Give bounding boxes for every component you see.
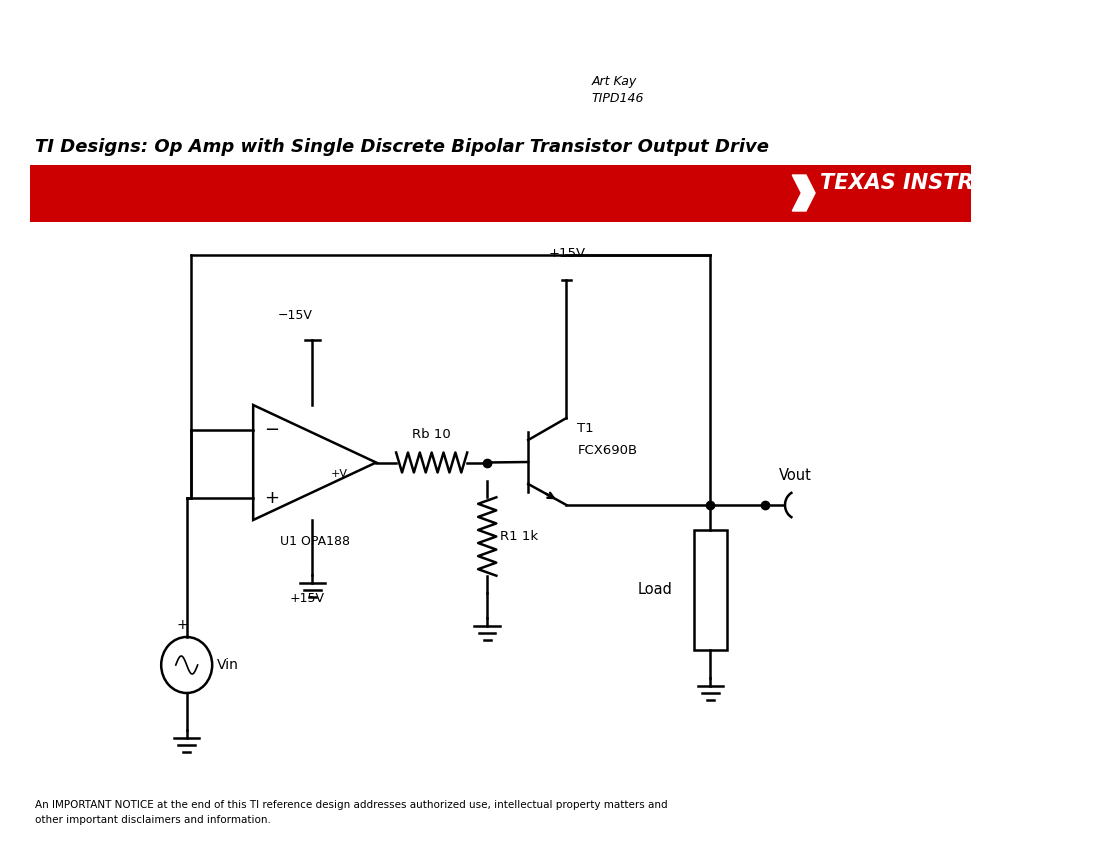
- Text: TIPD146: TIPD146: [592, 92, 644, 105]
- Text: FCX690B: FCX690B: [577, 443, 637, 457]
- Text: Rb 10: Rb 10: [412, 428, 451, 441]
- Bar: [30, 165, 970, 222]
- Text: Vout: Vout: [778, 468, 811, 483]
- Text: +15V: +15V: [548, 247, 586, 260]
- Text: −15V: −15V: [278, 309, 312, 322]
- Text: TEXAS INSTRUMENTS: TEXAS INSTRUMENTS: [820, 173, 1072, 193]
- Text: +V: +V: [331, 469, 347, 479]
- Text: Load: Load: [637, 582, 673, 598]
- Text: Vin: Vin: [217, 658, 238, 672]
- Text: other important disclaimers and information.: other important disclaimers and informat…: [34, 815, 270, 825]
- Text: −: −: [264, 421, 279, 439]
- Text: +: +: [176, 618, 188, 632]
- Text: An IMPORTANT NOTICE at the end of this TI reference design addresses authorized : An IMPORTANT NOTICE at the end of this T…: [34, 800, 667, 810]
- Text: U1 OPA188: U1 OPA188: [280, 535, 351, 548]
- Text: Art Kay: Art Kay: [592, 75, 637, 88]
- Bar: [693, 530, 726, 650]
- Text: +: +: [264, 489, 279, 507]
- Polygon shape: [792, 175, 815, 211]
- Text: T1: T1: [577, 421, 593, 435]
- Text: R1 1k: R1 1k: [500, 530, 539, 543]
- Text: +15V: +15V: [290, 592, 324, 605]
- Text: TI Designs: Op Amp with Single Discrete Bipolar Transistor Output Drive: TI Designs: Op Amp with Single Discrete …: [34, 138, 768, 156]
